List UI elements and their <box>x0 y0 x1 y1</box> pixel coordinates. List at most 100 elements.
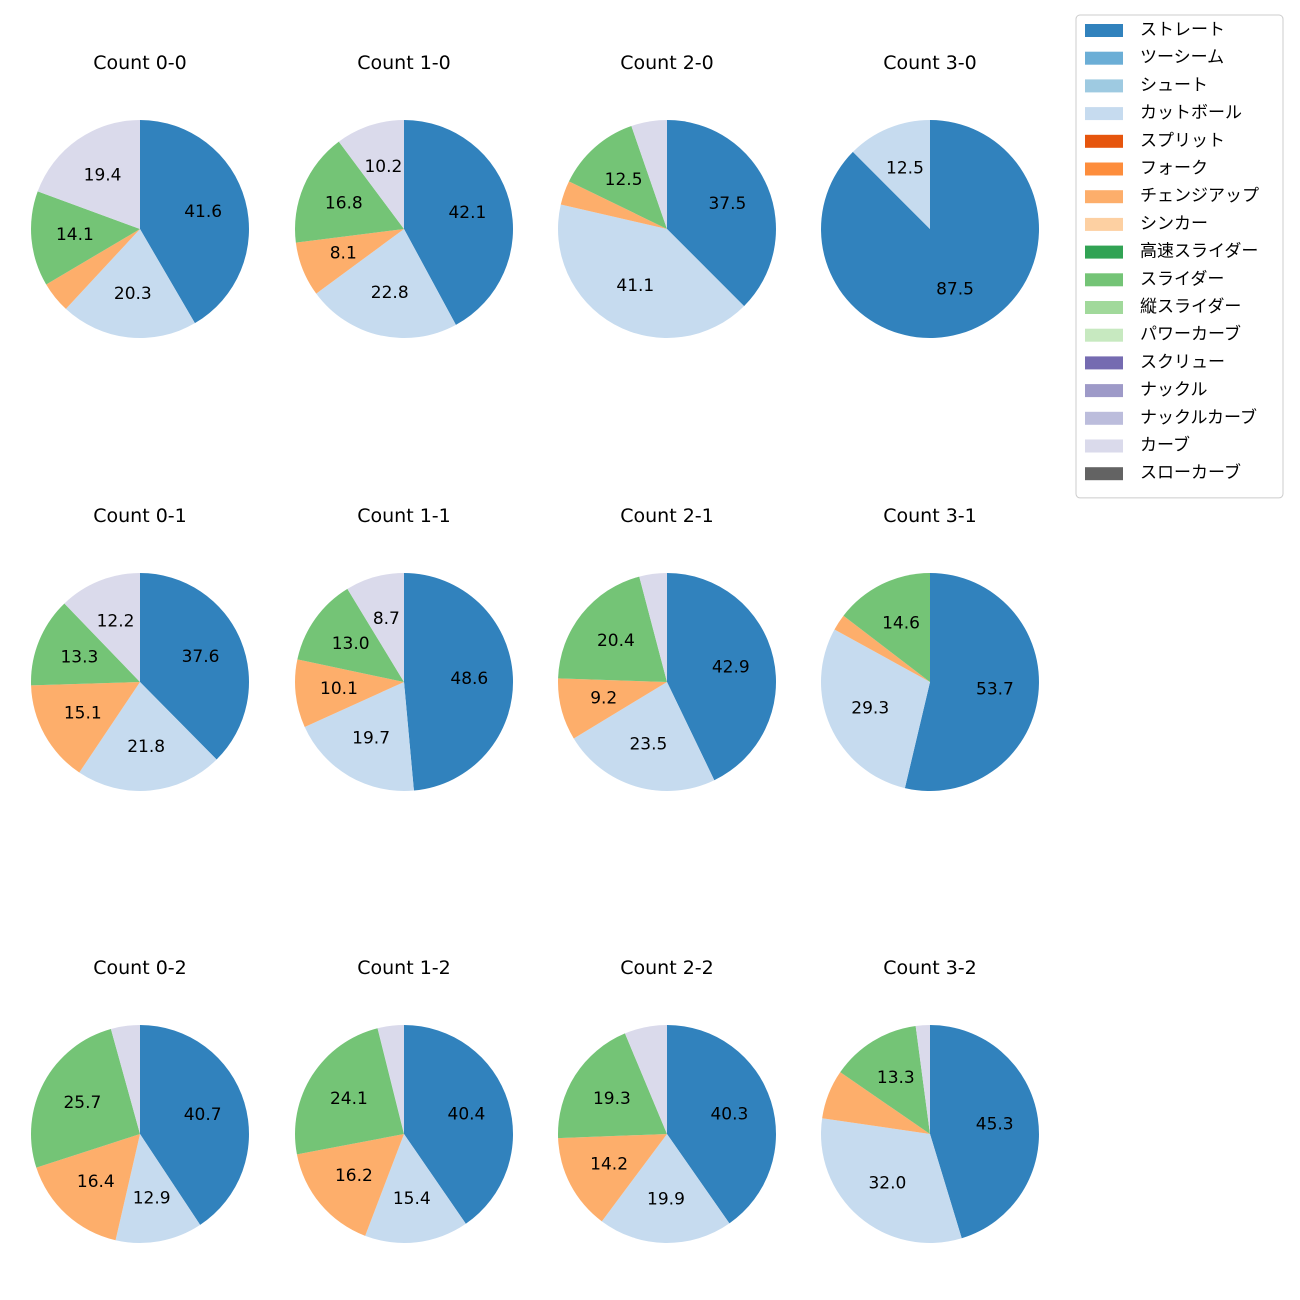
legend-swatch <box>1085 439 1123 453</box>
pie-chart: Count 3-1 53.7 29.3 14.6 <box>820 505 1039 791</box>
slice-label: 19.3 <box>593 1089 631 1109</box>
chart-title: Count 0-0 <box>93 52 187 74</box>
pie-slice <box>631 120 667 229</box>
legend-swatch <box>1085 301 1123 314</box>
pie-slice <box>601 1134 730 1243</box>
legend-swatch <box>1085 107 1123 121</box>
pie-slice <box>639 573 667 682</box>
pie-slice <box>46 229 140 309</box>
slice-label: 13.3 <box>877 1068 915 1088</box>
pie-chart: Count 1-1 48.6 19.7 10.1 13.08.7 <box>295 505 514 792</box>
pie-slice <box>558 204 745 338</box>
pie-chart: Count 1-2 40.4 15.4 16.2 24.1 <box>295 957 514 1244</box>
pie-slice <box>667 1025 776 1224</box>
legend-label: 縦スライダー <box>1140 297 1241 317</box>
pie-chart: Count 0-1 37.6 21.8 15.1 13.3 12.2 <box>30 505 250 791</box>
slice-label: 20.3 <box>114 284 152 304</box>
pie-chart: Count 3-2 45.3 32.0 13.3 <box>821 957 1039 1243</box>
pie-slice <box>140 1025 249 1225</box>
pie-chart: Count 2-2 40.3 19.9 14.2 19.3 <box>558 957 776 1243</box>
legend-swatch <box>1085 384 1123 398</box>
slice-label: 14.1 <box>56 225 94 245</box>
legend-label: フォーク <box>1140 159 1208 179</box>
pie-chart: Count 1-0 42.1 22.8 8.1 16.810.2 <box>295 52 514 339</box>
legend-swatch <box>1085 328 1123 342</box>
legend-swatch <box>1085 134 1123 148</box>
pie-slice <box>295 229 404 294</box>
legend-swatch <box>1085 79 1123 93</box>
slice-label: 14.6 <box>882 613 920 633</box>
slice-label: 12.2 <box>97 611 135 631</box>
chart-title: Count 1-1 <box>357 505 451 527</box>
pie-slice <box>377 1025 404 1134</box>
legend-label: シュート <box>1140 75 1208 95</box>
pie-slice <box>140 573 250 760</box>
pie-slice <box>558 1134 667 1222</box>
pie-slice <box>404 1025 514 1224</box>
pie-slice <box>558 1033 667 1139</box>
pie-slice <box>295 659 404 727</box>
legend-frame <box>1075 14 1284 499</box>
pie-chart: Count 2-1 42.9 23.5 9.2 20.4 <box>558 505 777 792</box>
legend-label: カーブ <box>1140 435 1190 456</box>
legend-swatch <box>1085 51 1123 65</box>
slice-label: 13.3 <box>60 647 98 667</box>
slice-label: 20.4 <box>597 631 635 651</box>
pie-slice <box>30 603 140 686</box>
slice-label: 12.5 <box>605 170 643 190</box>
pie-slice <box>316 229 456 339</box>
pie-slice <box>295 1028 404 1155</box>
chart-title: Count 0-2 <box>93 957 187 979</box>
slice-label: 41.6 <box>184 202 222 222</box>
slice-label: 37.6 <box>182 647 220 667</box>
slice-label: 53.7 <box>976 680 1014 700</box>
legend-label: 高速スライダー <box>1140 242 1258 262</box>
slice-label: 37.5 <box>708 194 746 214</box>
slice-label: 24.1 <box>330 1089 368 1109</box>
slice-label: 48.6 <box>450 669 488 689</box>
pie-chart: Count 0-0 41.6 20.3 14.1 19.4 <box>30 52 249 338</box>
legend-label: スローカーブ <box>1140 462 1241 483</box>
slice-label: 12.5 <box>886 159 924 179</box>
pie-slice <box>568 125 667 229</box>
pie-slice <box>30 191 141 285</box>
slice-label: 29.3 <box>851 699 889 719</box>
slice-label: 41.1 <box>616 276 654 296</box>
slice-label: 10.1 <box>320 679 358 699</box>
slice-label: 40.4 <box>448 1105 486 1125</box>
slice-label: 87.5 <box>936 279 974 299</box>
slice-label: 42.9 <box>712 657 750 677</box>
legend-label: シンカー <box>1140 214 1208 234</box>
legend-swatch <box>1085 217 1123 231</box>
pie-slice <box>624 1025 667 1134</box>
slice-label: 14.2 <box>590 1154 628 1174</box>
pie-slice <box>821 1118 962 1243</box>
pie-slice <box>667 572 777 781</box>
pie-slice <box>304 682 414 792</box>
slice-label: 16.4 <box>77 1172 115 1192</box>
pie-slice <box>64 573 140 682</box>
legend-label: ナックルカーブ <box>1140 407 1257 428</box>
slice-label: 19.9 <box>647 1189 685 1209</box>
pie-slice <box>404 573 514 791</box>
slice-label: 42.1 <box>448 203 486 223</box>
pie-slice <box>915 1025 930 1134</box>
legend-swatch <box>1085 273 1123 287</box>
pie-slice <box>667 120 776 307</box>
chart-title: Count 3-0 <box>883 52 977 74</box>
pie-slice <box>560 181 667 229</box>
slice-label: 40.7 <box>184 1105 222 1125</box>
legend-label: チェンジアップ <box>1140 186 1259 206</box>
pie-slice <box>296 1134 404 1236</box>
slice-label: 40.3 <box>710 1104 748 1124</box>
pie-slice <box>347 573 404 682</box>
pie-slice <box>404 119 514 325</box>
legend-label: スクリュー <box>1140 352 1225 372</box>
slice-label: 8.1 <box>330 243 357 263</box>
legend-label: パワーカーブ <box>1140 324 1241 345</box>
chart-title: Count 3-1 <box>883 505 977 527</box>
legend-label: ツーシーム <box>1140 48 1224 68</box>
legend-label: ストレート <box>1140 20 1225 40</box>
